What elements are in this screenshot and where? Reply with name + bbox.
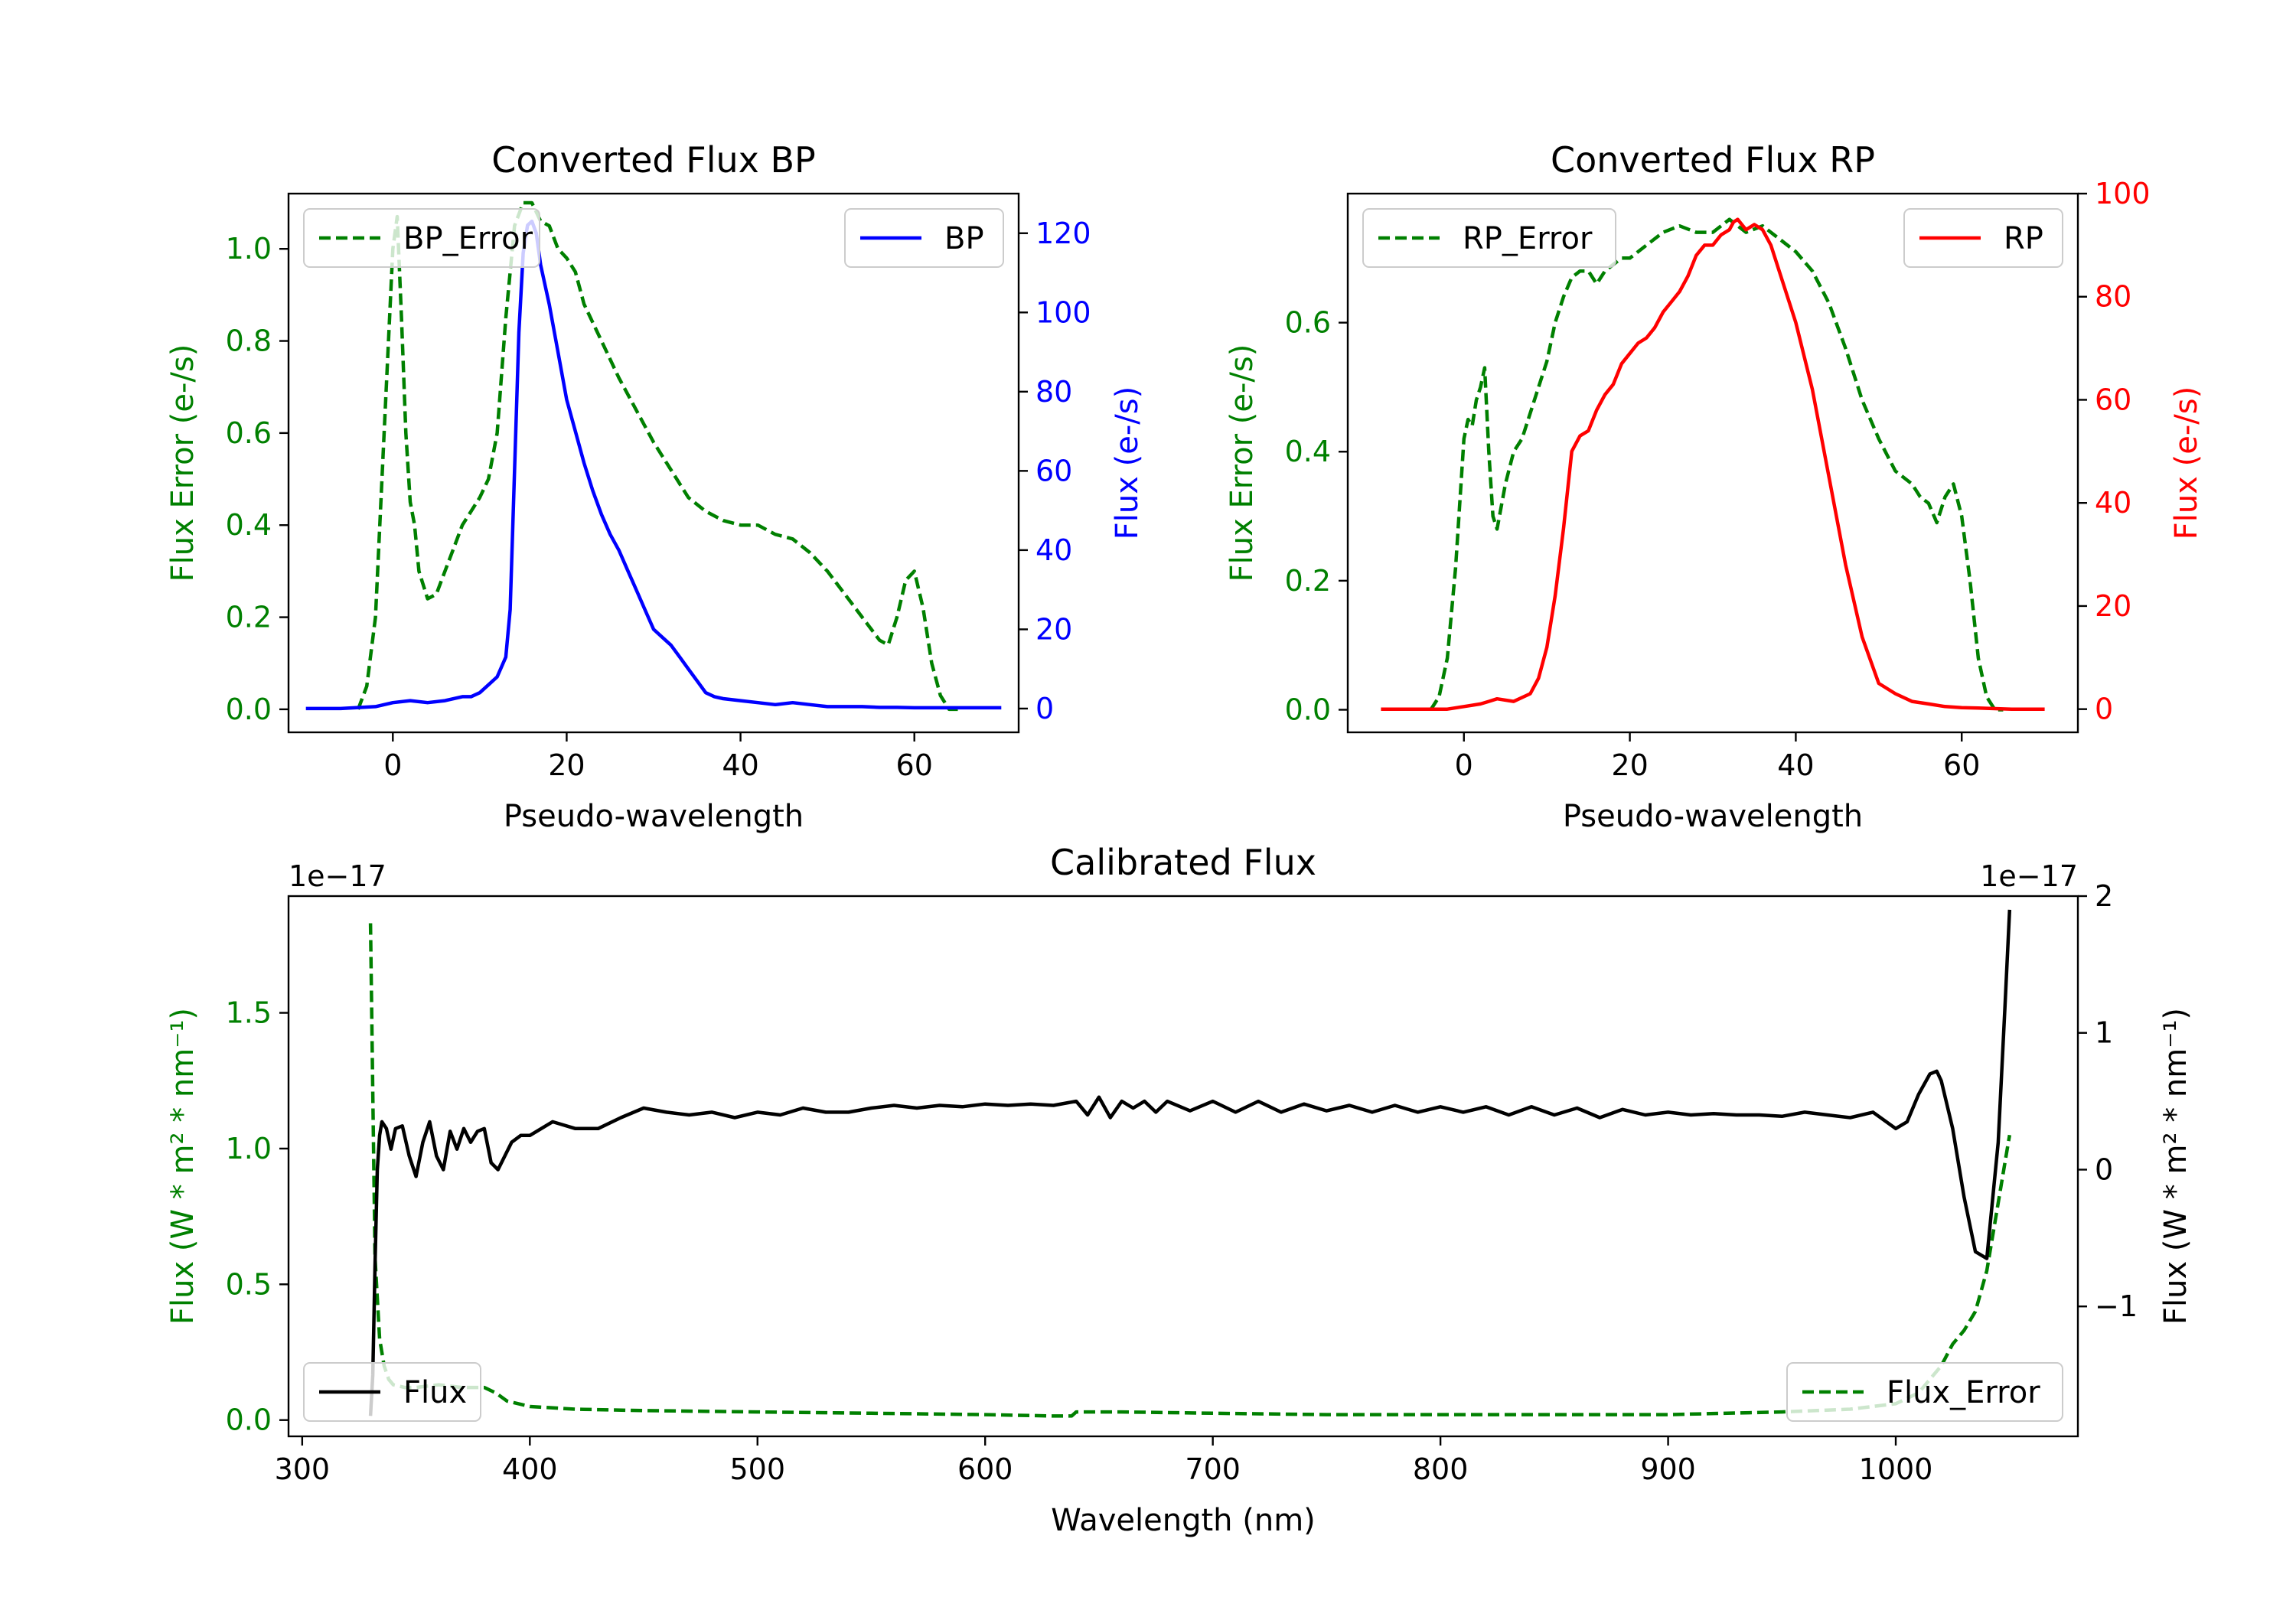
rp-x-tick-label: 0	[1455, 748, 1473, 782]
bp-right-ticks: 0 20 40 60 80 100 120	[1019, 217, 1091, 725]
rp-left-tick-label: 0.2	[1285, 564, 1331, 598]
cal-x-tick-label: 800	[1413, 1452, 1469, 1486]
cal-legend-error: Flux_Error	[1786, 1362, 2063, 1422]
rp-left-tick-label: 0.6	[1285, 306, 1331, 340]
cal-right-tick-label: −1	[2095, 1289, 2138, 1323]
cal-x-ticks: 300 400 500 600 700 800 900 1000	[275, 1436, 1933, 1486]
chart-calibrated: Calibrated Flux 300 400 500 600 700 800 900 100…	[165, 842, 2193, 1538]
bp-axes-frame	[287, 192, 1020, 734]
rp-right-tick-label: 60	[2095, 383, 2131, 416]
bp-right-tick-label: 120	[1035, 217, 1091, 250]
cal-series-flux-error-line	[368, 923, 2012, 1418]
bp-legend-flux: BP	[844, 208, 1004, 268]
rp-left-axis-label: Flux Error (e-/s)	[1225, 344, 1260, 582]
rp-series-rp-error-line	[1429, 217, 2004, 712]
rp-axes-frame	[1346, 192, 2079, 734]
bp-right-tick-label: 100	[1035, 295, 1091, 329]
rp-x-tick-label: 60	[1943, 748, 1980, 782]
chart-rp: Converted Flux RP 0 20 40 60 0.0 0.2 0.4 0.6 0…	[1225, 139, 2204, 834]
rp-legend-flux-label: RP	[2004, 221, 2043, 256]
cal-left-tick-label: 1.5	[226, 996, 272, 1030]
cal-x-tick-label: 700	[1185, 1452, 1241, 1486]
bp-x-tick-label: 0	[383, 748, 402, 782]
cal-legend-flux-label: Flux	[403, 1375, 467, 1410]
bp-right-tick-label: 80	[1035, 375, 1072, 409]
cal-series-flux-line	[368, 909, 2012, 1416]
cal-legend-error-label: Flux_Error	[1887, 1375, 2040, 1410]
rp-legend-error: RP_Error	[1362, 208, 1616, 268]
rp-right-tick-label: 80	[2095, 280, 2131, 314]
cal-x-axis-label: Wavelength (nm)	[1051, 1503, 1316, 1538]
cal-axes-frame	[287, 895, 2079, 1438]
bp-left-axis-label: Flux Error (e-/s)	[165, 344, 201, 582]
rp-x-tick-label: 40	[1777, 748, 1814, 782]
cal-right-tick-label: 1	[2095, 1016, 2113, 1050]
bp-title: Converted Flux BP	[491, 139, 816, 181]
bp-left-ticks: 0.0 0.2 0.4 0.6 0.8 1.0	[226, 232, 289, 726]
rp-right-ticks: 0 20 40 60 80 100	[2078, 177, 2151, 726]
rp-legend-flux: RP	[1903, 208, 2063, 268]
bp-right-tick-label: 20	[1035, 612, 1072, 646]
rp-left-tick-label: 0.4	[1285, 435, 1331, 468]
bp-series-bp-line	[305, 219, 1002, 711]
cal-left-ticks: 0.0 0.5 1.0 1.5	[226, 996, 289, 1437]
bp-x-axis-label: Pseudo-wavelength	[504, 799, 804, 834]
bp-right-tick-label: 0	[1035, 692, 1054, 725]
rp-right-tick-label: 100	[2095, 177, 2151, 210]
cal-x-tick-label: 900	[1640, 1452, 1696, 1486]
bp-legend-flux-label: BP	[944, 221, 984, 256]
rp-right-tick-label: 0	[2095, 693, 2113, 726]
cal-right-ticks: −1 0 1 2	[2078, 879, 2138, 1323]
cal-left-tick-label: 1.0	[226, 1132, 272, 1165]
cal-x-tick-label: 500	[729, 1452, 785, 1486]
bp-right-tick-label: 60	[1035, 454, 1072, 487]
bp-x-tick-label: 20	[548, 748, 585, 782]
bp-left-tick-label: 0.8	[226, 324, 272, 358]
rp-left-ticks: 0.0 0.2 0.4 0.6	[1285, 306, 1348, 726]
bp-right-tick-label: 40	[1035, 533, 1072, 567]
cal-x-tick-label: 400	[502, 1452, 558, 1486]
bp-x-tick-label: 40	[722, 748, 758, 782]
bp-series-bp-error-line	[356, 200, 958, 712]
cal-right-axis-label: Flux (W * m² * nm⁻¹)	[2158, 1008, 2193, 1325]
rp-x-tick-label: 20	[1611, 748, 1648, 782]
rp-title: Converted Flux RP	[1551, 139, 1875, 181]
rp-plot-area	[1381, 217, 2045, 712]
rp-left-tick-label: 0.0	[1285, 693, 1331, 726]
rp-right-tick-label: 20	[2095, 589, 2131, 623]
bp-right-axis-label: Flux (e-/s)	[1110, 386, 1145, 539]
chart-bp: Converted Flux BP 0 20 40 60 0.00.20.40.60.…	[165, 139, 1145, 834]
bp-x-ticks: 0 20 40 60	[383, 732, 933, 782]
bp-left-tick-label: 0.2	[226, 601, 272, 634]
cal-left-tick-label: 0.5	[226, 1267, 272, 1301]
rp-right-tick-label: 40	[2095, 486, 2131, 520]
rp-right-axis-label: Flux (e-/s)	[2169, 386, 2204, 539]
bp-left-tick-label: 0.0	[226, 693, 272, 726]
cal-right-tick-label: 0	[2095, 1152, 2113, 1186]
bp-x-tick-label: 60	[896, 748, 933, 782]
cal-title: Calibrated Flux	[1050, 842, 1316, 883]
bp-left-tick-label: 1.0	[226, 232, 272, 266]
rp-x-ticks: 0 20 40 60	[1455, 732, 1980, 782]
cal-left-offset-text: 1e−17	[289, 859, 386, 893]
cal-plot-area	[368, 909, 2012, 1418]
cal-right-offset-text: 1e−17	[1980, 859, 2078, 893]
cal-legend-flux: Flux	[303, 1362, 481, 1422]
cal-left-axis-label: Flux (W * m² * nm⁻¹)	[165, 1008, 201, 1325]
rp-x-axis-label: Pseudo-wavelength	[1563, 799, 1863, 834]
bp-plot-area	[305, 200, 1002, 712]
cal-left-tick-label: 0.0	[226, 1403, 272, 1437]
bp-left-tick-label: 0.6	[226, 416, 272, 450]
cal-x-tick-label: 1000	[1859, 1452, 1933, 1486]
cal-right-tick-label: 2	[2095, 879, 2113, 913]
cal-x-tick-label: 600	[957, 1452, 1013, 1486]
rp-legend-error-label: RP_Error	[1463, 221, 1593, 256]
bp-legend-error-label: BP_Error	[403, 221, 533, 256]
cal-x-tick-label: 300	[275, 1452, 331, 1486]
bp-left-tick-label: 0.4	[226, 508, 272, 542]
rp-series-rp-line	[1381, 217, 2045, 711]
bp-legend-error: BP_Error	[303, 208, 540, 268]
